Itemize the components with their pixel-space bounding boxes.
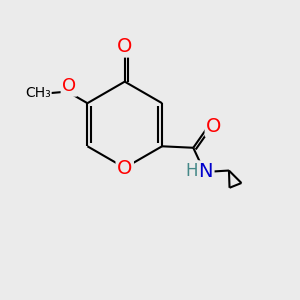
Text: H: H <box>186 162 198 180</box>
Text: O: O <box>62 77 76 95</box>
Text: CH₃: CH₃ <box>25 86 51 100</box>
Text: O: O <box>117 159 132 178</box>
Text: O: O <box>117 37 132 56</box>
Text: N: N <box>199 162 213 181</box>
Text: O: O <box>206 116 221 136</box>
